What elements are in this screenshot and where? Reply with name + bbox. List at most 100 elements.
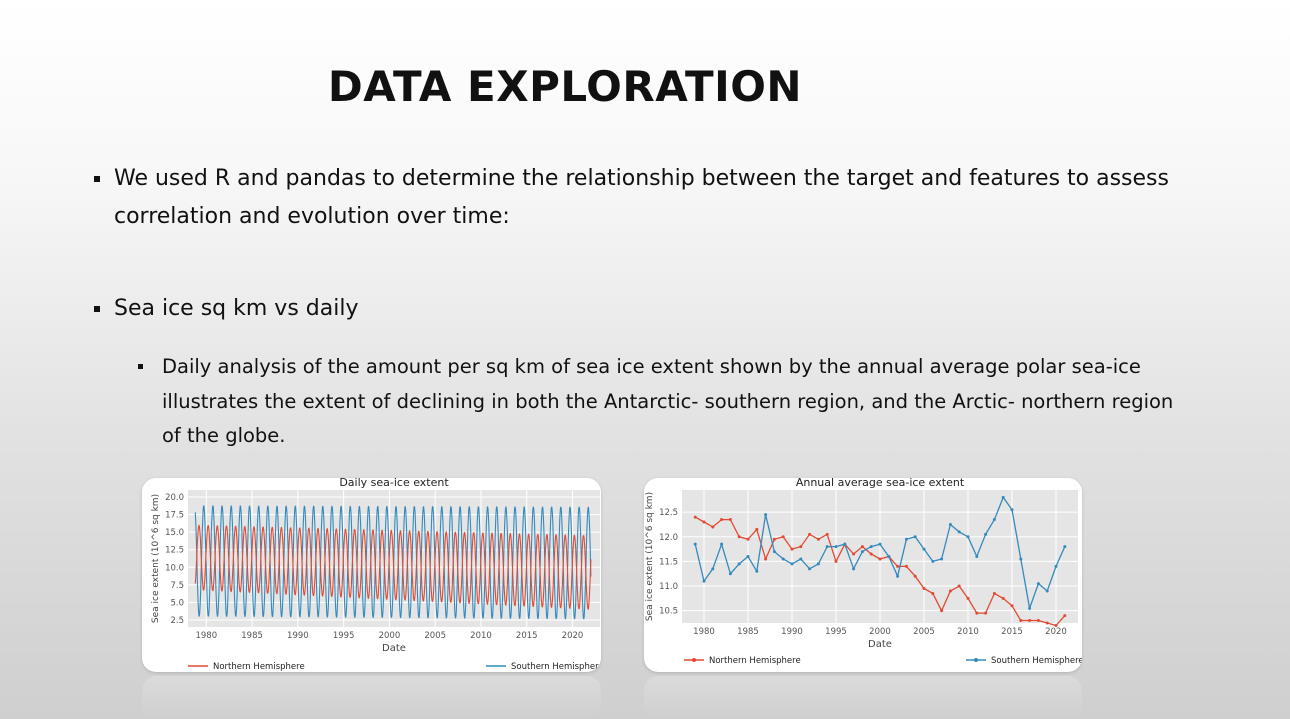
data-point-northern (904, 564, 908, 568)
data-point-southern (1045, 589, 1049, 593)
data-point-northern (1063, 614, 1067, 618)
data-point-southern (1054, 564, 1058, 568)
data-point-northern (975, 611, 979, 615)
data-point-southern (728, 572, 732, 576)
data-point-southern (966, 535, 970, 539)
data-point-northern (737, 535, 741, 539)
data-point-northern (869, 552, 873, 556)
y-tick-label: 11.5 (659, 557, 678, 567)
data-point-southern (746, 555, 750, 558)
data-point-southern (764, 513, 768, 517)
bullet-marker (94, 176, 100, 182)
data-point-southern (808, 567, 812, 571)
y-tick-label: 17.5 (165, 511, 184, 521)
data-point-southern (799, 557, 803, 561)
sub-bullet-daily-analysis-text: Daily analysis of the amount per sq km o… (162, 355, 1174, 447)
data-point-southern (975, 555, 979, 558)
data-point-northern (1001, 596, 1005, 600)
x-tick-label: 2015 (1001, 627, 1023, 637)
data-point-southern (702, 579, 706, 583)
data-point-southern (904, 537, 908, 541)
series-line-southern (194, 505, 592, 620)
data-point-northern (922, 587, 926, 591)
y-tick-label: 15.0 (165, 528, 184, 538)
y-tick-label: 5.0 (170, 598, 184, 608)
chart-title: Annual average sea-ice extent (796, 478, 965, 489)
data-point-southern (1028, 606, 1032, 610)
legend-marker (692, 658, 696, 662)
sub-bullet-marker (138, 364, 143, 369)
data-point-southern (984, 532, 988, 536)
y-tick-label: 2.5 (170, 616, 184, 626)
data-point-southern (693, 542, 697, 546)
data-point-southern (878, 542, 882, 546)
data-point-southern (720, 542, 724, 546)
data-point-southern (940, 557, 944, 561)
data-point-northern (790, 547, 794, 551)
x-tick-label: 1985 (241, 631, 263, 641)
x-tick-label: 1980 (195, 631, 217, 641)
data-point-northern (992, 591, 996, 595)
data-point-southern (772, 550, 776, 554)
daily-sea-ice-chart: 1980 1985 1990 1995 2000 2005 2010 2015 2020 2.5 5… (151, 478, 601, 672)
data-point-southern (843, 542, 847, 546)
data-point-northern (764, 557, 768, 561)
data-point-northern (728, 518, 732, 522)
data-point-southern (948, 522, 952, 526)
legend-marker (974, 658, 978, 662)
x-tick-label: 1985 (737, 627, 759, 637)
data-point-southern (1010, 508, 1014, 512)
data-point-northern (693, 515, 697, 519)
x-tick-label: 2020 (1045, 627, 1067, 637)
x-tick-label: 1990 (781, 627, 803, 637)
data-point-northern (1019, 619, 1023, 623)
x-tick-label: 1995 (825, 627, 847, 637)
data-point-northern (1054, 623, 1058, 627)
y-tick-label: 12.5 (165, 546, 184, 556)
x-axis-label: Date (868, 639, 892, 650)
data-point-northern (825, 532, 829, 536)
data-point-southern (913, 535, 917, 539)
data-point-northern (1010, 604, 1014, 608)
y-tick-label: 12.0 (659, 533, 678, 543)
annual-chart-card: 1980 1985 1990 1995 2000 2005 2010 2015 2020 10.5… (644, 478, 1082, 672)
bullet-sea-ice-text: Sea ice sq km vs daily (114, 296, 359, 321)
data-point-northern (913, 574, 917, 578)
data-point-northern (755, 527, 759, 531)
x-tick-label: 1980 (693, 627, 715, 637)
data-point-northern (1045, 621, 1049, 625)
data-point-northern (781, 535, 785, 539)
data-point-southern (1001, 495, 1005, 499)
data-point-southern (834, 545, 838, 549)
data-point-southern (922, 547, 926, 551)
data-point-southern (1063, 545, 1067, 549)
data-point-southern (737, 562, 741, 566)
data-point-northern (1028, 619, 1032, 623)
bullet-marker (94, 306, 100, 312)
data-point-northern (711, 525, 715, 529)
data-point-northern (772, 537, 776, 541)
series-line-northern (194, 524, 592, 611)
bullet-tools: We used R and pandas to determine the re… (94, 160, 1194, 236)
bullet-tools-text: We used R and pandas to determine the re… (114, 166, 1169, 229)
x-tick-label: 2005 (424, 631, 446, 641)
data-point-northern (878, 557, 882, 561)
data-point-northern (702, 520, 706, 524)
x-tick-label: 1995 (333, 631, 355, 641)
sub-bullet-daily-analysis: Daily analysis of the amount per sq km o… (138, 350, 1182, 454)
x-tick-label: 2015 (516, 631, 538, 641)
daily-chart-card: 1980 1985 1990 1995 2000 2005 2010 2015 2020 2.5 5… (142, 478, 601, 672)
data-point-southern (869, 545, 873, 549)
data-point-northern (808, 532, 812, 536)
data-point-southern (931, 559, 935, 563)
y-tick-label: 10.0 (165, 563, 184, 573)
data-point-southern (781, 557, 785, 561)
data-point-northern (799, 545, 803, 549)
bullet-sea-ice: Sea ice sq km vs daily (94, 290, 1194, 328)
x-tick-label: 2005 (913, 627, 935, 637)
legend-label: Southern Hemisphere (511, 662, 601, 672)
data-point-northern (948, 589, 952, 593)
data-point-northern (852, 552, 856, 556)
data-point-southern (816, 562, 820, 566)
x-tick-label: 2010 (470, 631, 492, 641)
